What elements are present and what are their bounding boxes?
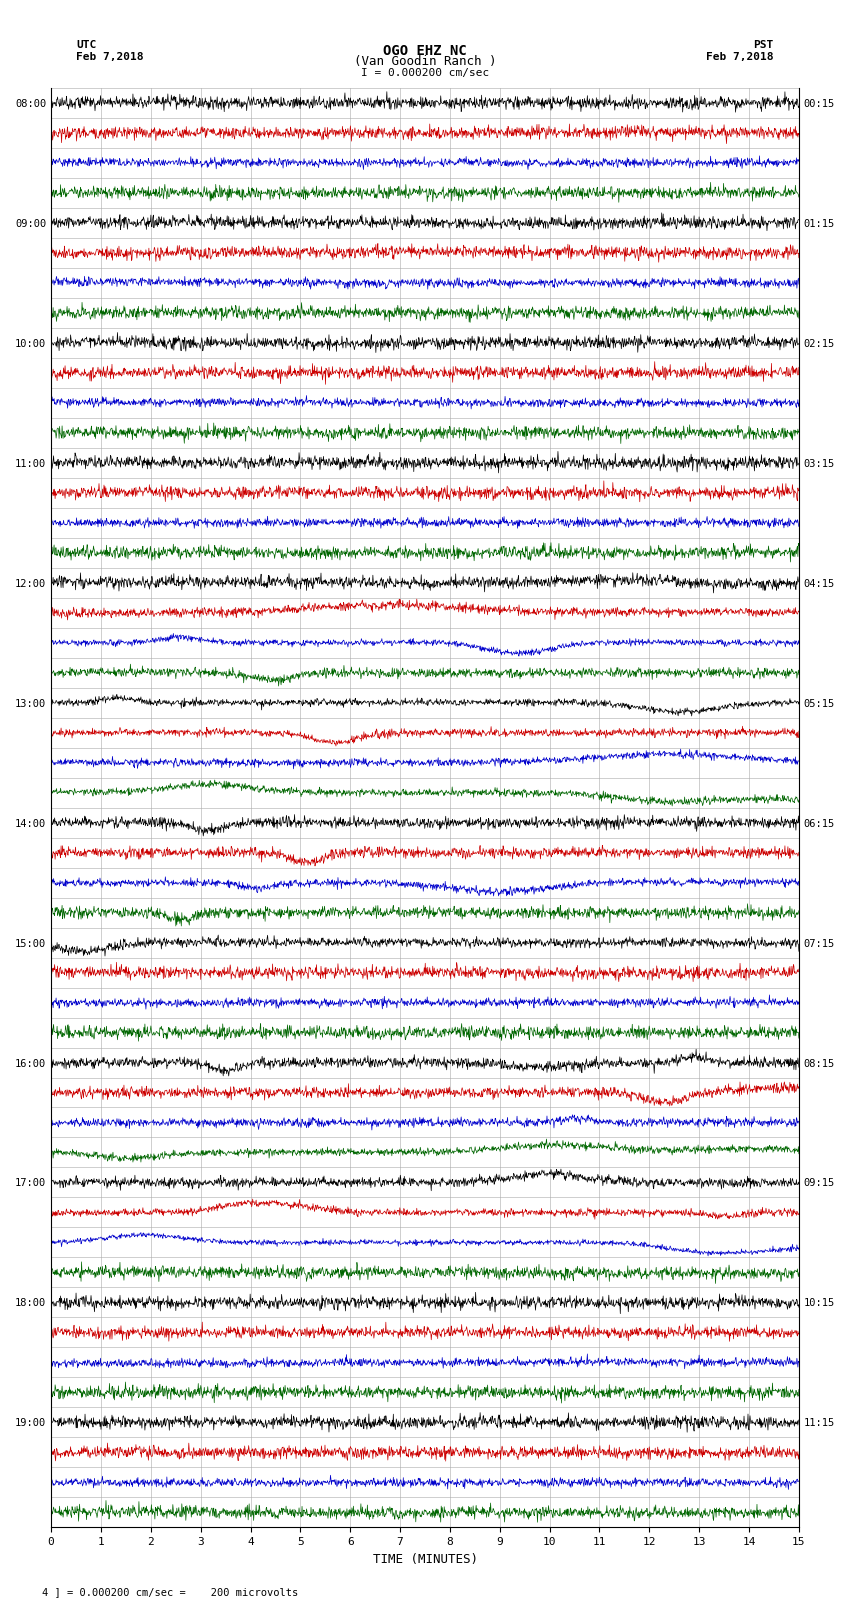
Text: I = 0.000200 cm/sec: I = 0.000200 cm/sec bbox=[361, 68, 489, 77]
Text: PST: PST bbox=[753, 40, 774, 50]
Text: Feb 7,2018: Feb 7,2018 bbox=[76, 52, 144, 61]
Text: UTC: UTC bbox=[76, 40, 97, 50]
Text: Feb 7,2018: Feb 7,2018 bbox=[706, 52, 774, 61]
Text: 4 ] = 0.000200 cm/sec =    200 microvolts: 4 ] = 0.000200 cm/sec = 200 microvolts bbox=[42, 1587, 298, 1597]
Text: OGO EHZ NC: OGO EHZ NC bbox=[383, 44, 467, 58]
X-axis label: TIME (MINUTES): TIME (MINUTES) bbox=[372, 1553, 478, 1566]
Text: (Van Goodin Ranch ): (Van Goodin Ranch ) bbox=[354, 55, 496, 68]
